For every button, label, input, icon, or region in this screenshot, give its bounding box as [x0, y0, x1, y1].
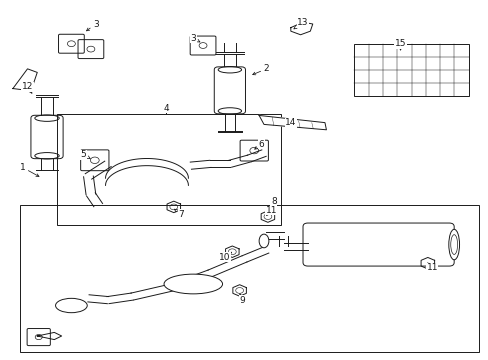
Text: 3: 3 [190, 34, 200, 43]
Bar [57, 114, 281, 225]
Ellipse shape [259, 234, 268, 248]
Text: 13: 13 [293, 18, 308, 29]
Text: 1: 1 [20, 163, 39, 176]
Bar [20, 205, 478, 352]
Text: 9: 9 [239, 294, 244, 305]
Text: 2: 2 [252, 64, 269, 75]
Polygon shape [259, 116, 326, 130]
Ellipse shape [56, 298, 87, 313]
Text: 4: 4 [163, 104, 169, 113]
Text: 14: 14 [285, 118, 296, 128]
Bar [353, 44, 468, 96]
Text: 5: 5 [81, 150, 90, 159]
Text: 12: 12 [22, 82, 33, 93]
Text: 11: 11 [265, 206, 277, 216]
FancyBboxPatch shape [303, 223, 453, 266]
Text: 8: 8 [270, 197, 276, 206]
Text: 10: 10 [219, 252, 231, 262]
Text: 7: 7 [174, 209, 183, 219]
Ellipse shape [448, 229, 459, 260]
Ellipse shape [163, 274, 222, 294]
Text: 3: 3 [86, 19, 99, 31]
Text: 15: 15 [394, 39, 406, 50]
Text: 11: 11 [426, 263, 437, 273]
Text: 6: 6 [254, 140, 264, 149]
